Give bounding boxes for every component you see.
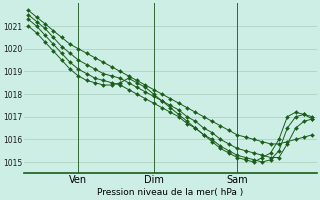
X-axis label: Pression niveau de la mer( hPa ): Pression niveau de la mer( hPa ) xyxy=(97,188,244,197)
